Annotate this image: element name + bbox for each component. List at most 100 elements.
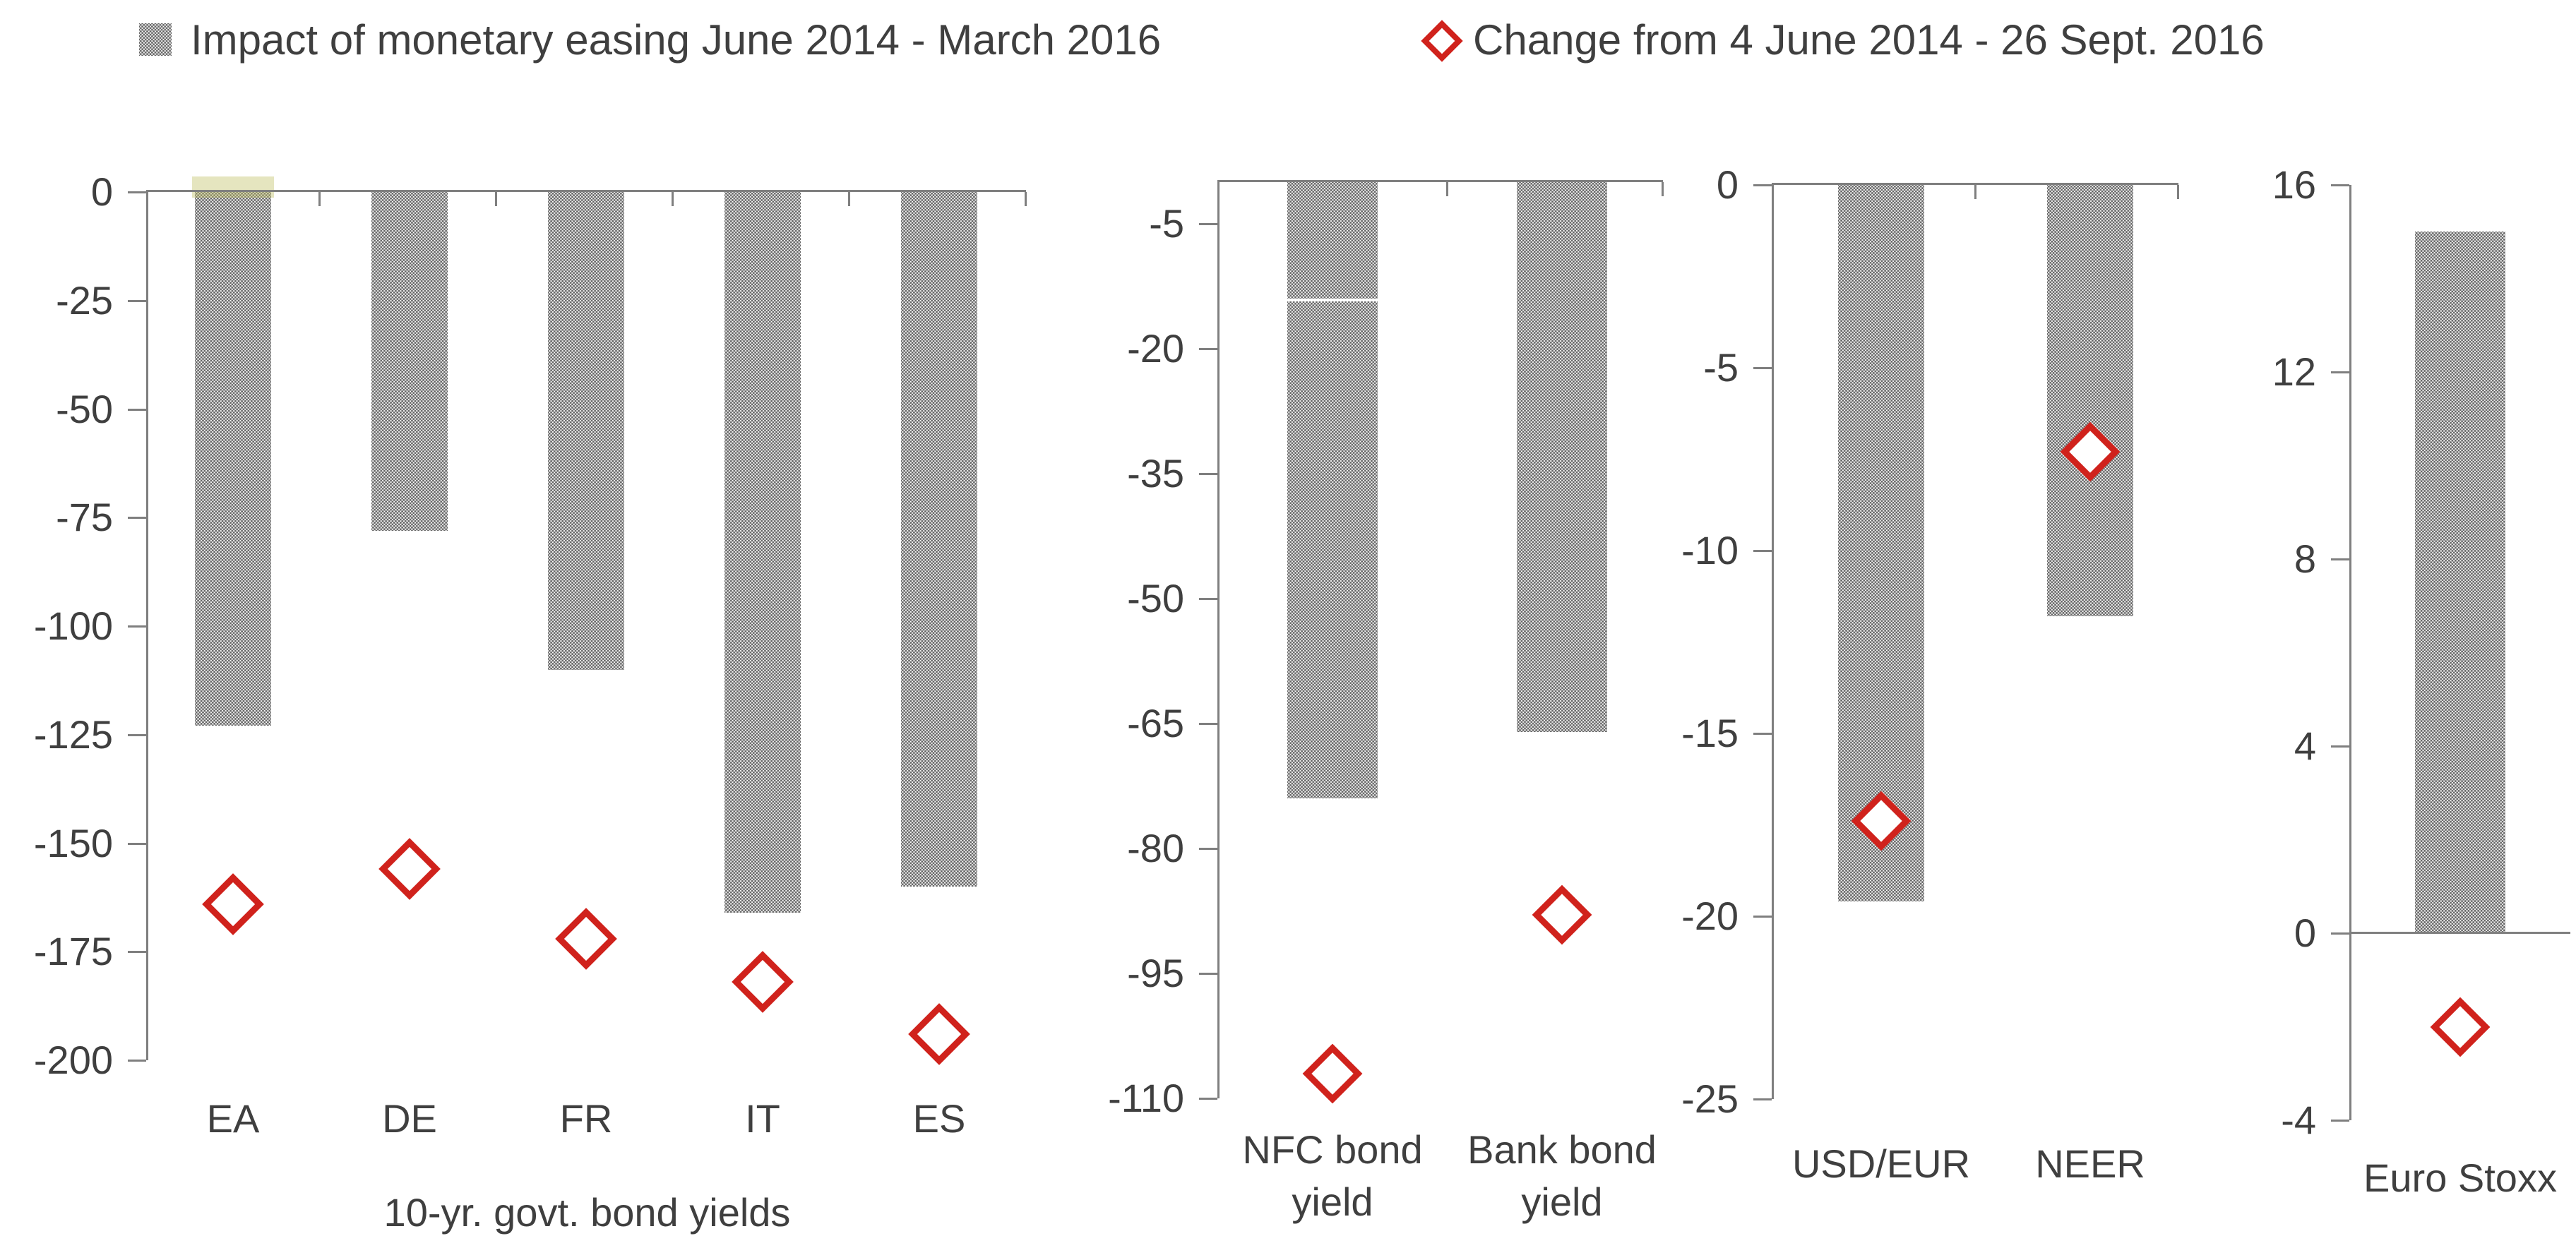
bar-EA (195, 192, 271, 726)
x-axis-tick (848, 192, 850, 206)
diamond-EA (202, 872, 264, 935)
category-label-EA: EA (206, 1096, 260, 1141)
x-axis-zero-line (1217, 180, 1663, 182)
y-tick-label: -175 (33, 929, 113, 974)
y-tick (2331, 932, 2349, 935)
y-tick (1199, 973, 1217, 975)
y-tick-label: 0 (2294, 911, 2316, 955)
x-axis-tick (318, 192, 321, 206)
category-label-Euro-Stoxx: Euro Stoxx (2363, 1156, 2557, 1200)
bar-Euro-Stoxx (2415, 232, 2505, 933)
y-tick (2331, 558, 2349, 560)
y-tick-label: -25 (1681, 1076, 1739, 1121)
y-tick-label: -10 (1681, 528, 1739, 572)
y-tick (1753, 1098, 1772, 1100)
bar-DE (371, 192, 448, 531)
bar-NFC-bond-yield (1287, 182, 1378, 799)
bar-FR (548, 192, 624, 670)
category-label-NFC-bond-yield: NFC bond yield (1242, 1127, 1423, 1224)
zero-baseline (2349, 932, 2570, 934)
y-tick-label: -65 (1127, 701, 1184, 745)
y-tick (1753, 916, 1772, 918)
category-label-IT: IT (745, 1096, 780, 1141)
y-tick-label: -50 (56, 386, 113, 431)
y-axis (146, 192, 148, 1060)
diamond-IT (732, 951, 794, 1014)
x-axis-tick (672, 192, 674, 206)
y-tick (1753, 184, 1772, 186)
diamond-DE (378, 838, 441, 901)
y-tick (128, 299, 146, 302)
category-label-ES: ES (912, 1096, 966, 1141)
bar-ES (901, 192, 977, 887)
y-tick (1199, 348, 1217, 350)
y-tick (128, 517, 146, 520)
y-tick-label: -25 (56, 277, 113, 323)
x-axis-tick (1446, 182, 1448, 196)
legend: Impact of monetary easing June 2014 - Ma… (0, 0, 2576, 85)
y-tick-label: -5 (1149, 201, 1184, 246)
y-tick-label: -15 (1681, 711, 1739, 755)
y-tick-label: -125 (33, 712, 113, 757)
category-label-NEER: NEER (2035, 1141, 2145, 1186)
y-tick (128, 408, 146, 411)
x-axis-zero-line (1772, 183, 2178, 185)
y-tick-label: -5 (1703, 345, 1739, 390)
y-tick (128, 951, 146, 954)
y-axis (2349, 185, 2351, 1120)
x-axis-tick (495, 192, 497, 206)
legend-label-diamonds: Change from 4 June 2014 - 26 Sept. 2016 (1473, 16, 2265, 64)
y-tick-label: -110 (1108, 1076, 1184, 1120)
y-tick-label: -80 (1127, 826, 1184, 870)
y-tick-label: -100 (33, 604, 113, 648)
y-tick (128, 625, 146, 628)
y-tick-label: -50 (1127, 576, 1184, 620)
legend-label-bars: Impact of monetary easing June 2014 - Ma… (191, 16, 1162, 64)
category-label-DE: DE (382, 1096, 437, 1141)
y-tick (2331, 1120, 2349, 1122)
y-axis (1217, 182, 1220, 1098)
y-tick (1199, 1098, 1217, 1100)
y-tick-label: -20 (1681, 894, 1739, 938)
y-tick (1199, 723, 1217, 725)
y-tick-label: -20 (1127, 326, 1184, 371)
y-tick-label: -4 (2281, 1098, 2316, 1142)
y-tick-label: 8 (2294, 536, 2316, 581)
y-tick (1199, 848, 1217, 850)
y-tick (2331, 745, 2349, 748)
y-tick (128, 1060, 146, 1062)
y-tick (128, 191, 146, 193)
y-tick (2331, 184, 2349, 186)
x-axis-tick (1974, 185, 1976, 199)
y-tick-label: 0 (90, 169, 113, 214)
y-tick (1199, 473, 1217, 475)
category-label-USD-EUR: USD/EUR (1791, 1141, 1971, 1186)
y-tick-label: 0 (1716, 162, 1739, 207)
y-tick (1199, 223, 1217, 225)
y-tick-label: -75 (56, 495, 113, 540)
y-tick (1199, 598, 1217, 600)
legend-hatched-square-icon (139, 23, 172, 56)
x-axis-zero-line (146, 190, 1026, 192)
x-axis-title: 10-yr. govt. bond yields (383, 1190, 791, 1235)
bar-Bank-bond-yield (1517, 182, 1607, 732)
bar-top-olive-tint (192, 176, 274, 198)
bar-NEER (2047, 185, 2133, 617)
diamond-NFC-bond-yield (1302, 1043, 1363, 1104)
y-tick (1753, 733, 1772, 735)
y-tick-label: -150 (33, 820, 113, 865)
y-tick-label: 12 (2272, 349, 2316, 394)
diamond-ES (908, 1003, 970, 1065)
bar-USD-EUR (1838, 185, 1924, 902)
y-tick-label: -35 (1127, 451, 1184, 496)
y-tick (1753, 367, 1772, 369)
y-tick-label: -95 (1127, 951, 1184, 995)
x-axis-tick (2177, 185, 2179, 199)
diamond-FR (555, 907, 617, 970)
y-tick (128, 842, 146, 845)
x-axis-tick (1025, 192, 1027, 206)
bar-IT (724, 192, 801, 913)
y-axis (1772, 185, 1774, 1099)
y-tick-label: 4 (2294, 724, 2316, 768)
